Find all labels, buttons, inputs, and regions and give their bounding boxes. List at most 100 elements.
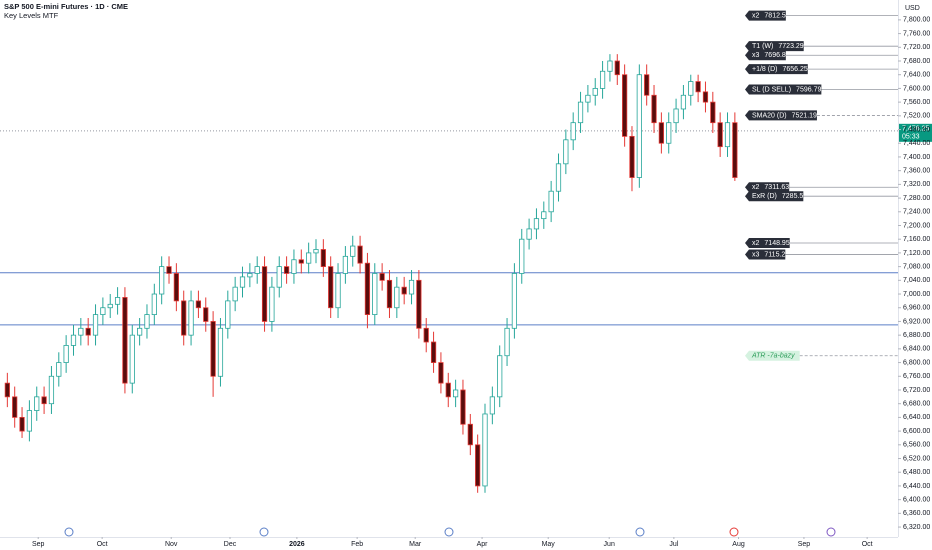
candle-body — [41, 396, 47, 405]
level-name: x2 — [752, 12, 760, 19]
level-name: ExR (D) — [752, 193, 777, 200]
candle-body — [511, 273, 518, 329]
y-tick-label: 6,600.00 — [903, 428, 930, 435]
candle-body — [269, 286, 275, 322]
candle-body — [372, 273, 378, 315]
y-tick-label: 6,680.00 — [903, 401, 930, 408]
level-box — [745, 249, 786, 260]
candle-body — [423, 327, 429, 343]
candle-body — [342, 255, 348, 274]
candle-body — [666, 122, 672, 144]
event-icon[interactable] — [259, 527, 269, 537]
candle-body — [467, 423, 473, 446]
event-icon[interactable] — [729, 527, 739, 537]
candle-body — [504, 327, 510, 357]
candle-body — [651, 94, 657, 124]
y-tick-label: 6,400.00 — [903, 496, 930, 503]
level-text: ExR (D) 7285.5 — [752, 193, 803, 200]
level-label: +1/8 (D) 7656.25 — [745, 64, 808, 75]
candle-body — [4, 382, 10, 398]
candle-body — [85, 327, 91, 336]
level-name: x3 — [752, 52, 760, 59]
level-box — [745, 10, 786, 21]
y-tick-label: 7,040.00 — [903, 277, 930, 284]
y-tick-label: 7,440.00 — [903, 140, 930, 147]
candle-body — [394, 286, 400, 309]
event-icon[interactable] — [635, 527, 645, 537]
level-text: SL (D SELL) 7596.79 — [752, 86, 821, 93]
candle-body — [622, 74, 628, 137]
candle-body — [732, 122, 738, 178]
candle-body — [107, 303, 113, 309]
candle-body — [489, 396, 495, 415]
candle-body — [173, 273, 179, 302]
y-tick-label: 7,160.00 — [903, 236, 930, 243]
candle-body — [306, 252, 312, 264]
candle-body — [364, 262, 371, 315]
event-icon[interactable] — [826, 527, 836, 537]
candle-body — [92, 314, 99, 336]
x-tick-label: Oct — [97, 541, 108, 548]
y-tick-label: 7,600.00 — [903, 85, 930, 92]
level-text: x2 7311.63 — [752, 184, 789, 191]
candle-body — [548, 190, 554, 213]
candle-body — [210, 321, 216, 377]
candle-body — [585, 94, 591, 103]
y-tick-label: 7,720.00 — [903, 44, 930, 51]
level-text: ATR -7a-bazy — [751, 353, 795, 360]
y-tick-label: 7,320.00 — [903, 181, 930, 188]
level-label: x2 7812.5 — [745, 10, 786, 21]
level-label: x3 7115.2 — [745, 249, 786, 260]
level-label: T1 (W) 7723.29 — [745, 41, 804, 52]
candle-body — [48, 375, 55, 405]
x-tick-label: Apr — [477, 541, 489, 548]
y-tick-label: 7,520.00 — [903, 113, 930, 120]
candle-body — [357, 245, 363, 264]
candle-body — [688, 81, 694, 96]
candle-body — [19, 417, 25, 432]
x-tick-label: Feb — [351, 541, 363, 548]
x-tick-label: Aug — [732, 541, 745, 548]
x-tick-label: Sep — [798, 541, 811, 548]
candle-body — [239, 276, 246, 288]
level-value: 7596.79 — [796, 86, 821, 93]
candle-body — [181, 300, 187, 336]
x-tick-label: Oct — [862, 541, 873, 548]
y-tick-label: 7,800.00 — [903, 17, 930, 24]
y-tick-label: 7,000.00 — [903, 291, 930, 298]
level-box — [745, 110, 817, 121]
candle-body — [100, 307, 106, 315]
candle-body — [188, 300, 194, 336]
candle-body — [129, 334, 135, 384]
y-tick-label: 7,760.00 — [903, 30, 930, 37]
candle-body — [78, 327, 84, 336]
candle-body — [570, 122, 576, 141]
candle-body — [159, 266, 165, 295]
candle-body — [137, 327, 143, 336]
y-tick-label: 7,200.00 — [903, 222, 930, 229]
y-tick-label: 6,360.00 — [903, 510, 930, 517]
candle-body — [592, 88, 598, 96]
level-name: x2 — [752, 184, 760, 191]
event-icon[interactable] — [444, 527, 454, 537]
x-tick-label: Nov — [165, 541, 178, 548]
candle-body — [577, 101, 584, 124]
level-text: x2 7812.5 — [752, 12, 786, 19]
candle-body — [386, 279, 393, 309]
event-icon[interactable] — [64, 527, 74, 537]
level-box — [745, 191, 804, 202]
x-tick-label: Dec — [224, 541, 237, 548]
candle-body — [555, 163, 562, 192]
candle-body — [276, 266, 282, 288]
level-name: SL (D SELL) — [752, 86, 791, 93]
candle-body — [497, 355, 503, 398]
countdown-label: 05:33 — [902, 134, 920, 141]
level-box — [745, 182, 790, 193]
level-text: x3 7115.2 — [752, 251, 785, 258]
candle-body — [445, 382, 451, 398]
y-tick-label: 6,960.00 — [903, 305, 930, 312]
candle-body — [291, 259, 297, 274]
level-name: x2 — [752, 240, 760, 247]
candle-body — [379, 273, 385, 281]
